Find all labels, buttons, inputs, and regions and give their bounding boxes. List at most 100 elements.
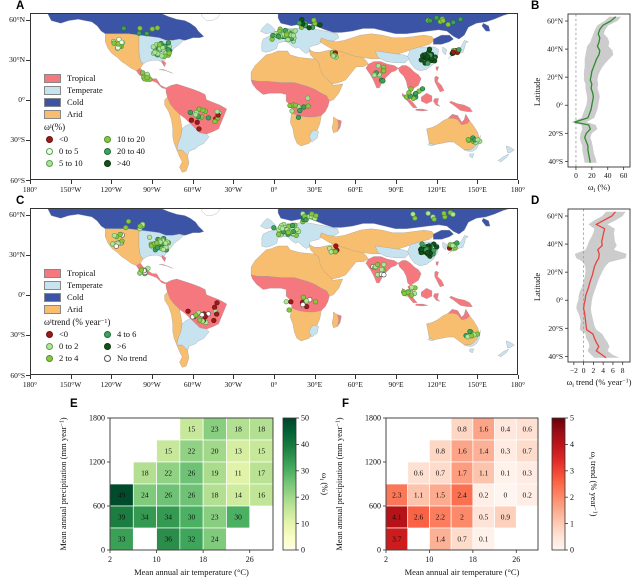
heatmap-cell-value: 15 — [188, 425, 196, 434]
x-tick-label: 40 — [604, 171, 612, 180]
colorbar-label: ωi trend (% year−1) — [587, 452, 599, 517]
site-dot — [456, 47, 462, 53]
site-dot — [418, 246, 425, 253]
x-tick-label: 4 — [601, 366, 605, 375]
plot-frame — [385, 417, 539, 551]
site-dot — [271, 225, 277, 231]
site-dot — [111, 232, 118, 239]
site-dot — [419, 241, 425, 247]
lon-tick-label: 180° — [22, 380, 38, 389]
heatmap-cell-value: 0.5 — [479, 513, 489, 522]
lon-tick — [152, 375, 153, 379]
lon-tick-label: 150°E — [467, 380, 487, 389]
climate-swatch — [44, 304, 61, 314]
colorbar-label: ωi (%) — [318, 473, 330, 495]
landmass-arid — [290, 112, 322, 147]
lon-tick — [274, 180, 275, 184]
site-dot — [196, 126, 202, 132]
y-tick-label: 20°N — [547, 268, 563, 277]
colorbar-tick-label: 4 — [570, 440, 574, 449]
lat-tick-label: 30°S — [10, 135, 25, 145]
site-dot — [212, 118, 218, 125]
world-map: Tropical Temperate Cold Arid ω i (%) <0 0 to 5 5… — [30, 13, 518, 180]
lon-tick — [111, 180, 113, 184]
dot-legend-row: 4 to 6 — [102, 328, 160, 340]
y-tick-label: 1200 — [365, 458, 381, 467]
dot-class-label: 0 to 2 — [59, 341, 79, 351]
lon-tick — [70, 375, 72, 379]
site-dot — [121, 25, 127, 31]
landmass-tropical — [433, 98, 441, 107]
dot-legend-row: <0 — [44, 133, 102, 145]
site-dot — [381, 262, 387, 268]
site-dot — [305, 103, 311, 109]
ylabel: Latitude — [532, 273, 542, 302]
site-dot — [146, 234, 153, 240]
lon-tick-label: 30°E — [307, 380, 323, 389]
y-tick-label: 20°N — [547, 73, 563, 82]
site-dot — [197, 317, 203, 323]
climate-swatch — [44, 97, 61, 107]
lon-tick — [436, 180, 438, 184]
landmass-temperate — [308, 324, 319, 338]
site-dot — [292, 28, 298, 34]
mean-line — [582, 211, 616, 359]
climate-swatch — [44, 292, 61, 302]
heatmap-cell — [494, 505, 517, 529]
dot-class-swatch — [104, 342, 111, 350]
landmass-temperate — [427, 143, 436, 147]
lon-tick — [477, 180, 479, 184]
lon-tick — [355, 375, 357, 379]
landmass-tropical — [159, 264, 173, 269]
site-dot — [289, 222, 296, 228]
landmass-temperate — [374, 50, 411, 64]
x-tick-label: −2 — [570, 366, 578, 375]
site-dot — [445, 21, 451, 28]
site-dot — [123, 224, 129, 231]
climate-swatch — [44, 109, 61, 119]
landmass-tropical — [434, 270, 445, 288]
site-dot — [303, 217, 309, 223]
heatmap-cell-value: 2.2 — [436, 513, 446, 522]
x-tick-label: 6 — [611, 366, 615, 375]
world-map: Tropical Temperate Cold Arid ω i trend (% yea… — [30, 208, 518, 375]
dot-legend-row: 2 to 4 — [44, 352, 102, 364]
site-dot — [375, 63, 381, 69]
heatmap-cell-value: 0.6 — [414, 469, 424, 478]
site-dot — [119, 39, 125, 45]
lat-tick — [26, 59, 30, 61]
landmass-cold — [481, 23, 491, 32]
lat-tick-label: 30°N — [9, 55, 25, 65]
lat-tick-label: 0° — [18, 95, 25, 105]
landmass-tropical — [447, 308, 470, 321]
site-dot — [419, 86, 426, 92]
lat-tick — [26, 334, 30, 336]
dot-class-label: <0 — [59, 329, 69, 339]
heatmap-cell-value: 18 — [211, 491, 219, 500]
site-dot — [306, 25, 312, 31]
heatmap-cell — [226, 505, 251, 529]
x-tick-label: 20 — [588, 171, 596, 180]
ylabel: Latitude — [532, 78, 542, 107]
y-tick-label: 40°N — [547, 45, 563, 54]
landmass-temperate — [497, 153, 510, 163]
climate-legend-row: Cold — [44, 96, 194, 108]
map-legend: Tropical Temperate Cold Arid ω i (%) <0 0 to 5 5… — [44, 72, 194, 169]
site-dot — [425, 249, 431, 256]
site-dot — [199, 312, 205, 318]
climate-legend-row: Temperate — [44, 279, 194, 291]
dot-class-label: 20 to 40 — [117, 146, 145, 156]
lon-tick — [518, 375, 519, 379]
y-tick-label: 0° — [556, 101, 563, 110]
site-dot — [138, 267, 145, 273]
lon-tick-label: 180° — [510, 380, 526, 389]
plot-frame — [567, 13, 631, 168]
site-dot — [427, 18, 433, 24]
site-dot — [154, 245, 161, 251]
site-dot — [159, 53, 165, 59]
site-dot — [296, 20, 302, 26]
landmass-temperate — [442, 241, 447, 251]
colorbar-tick-label: 3 — [570, 467, 574, 476]
